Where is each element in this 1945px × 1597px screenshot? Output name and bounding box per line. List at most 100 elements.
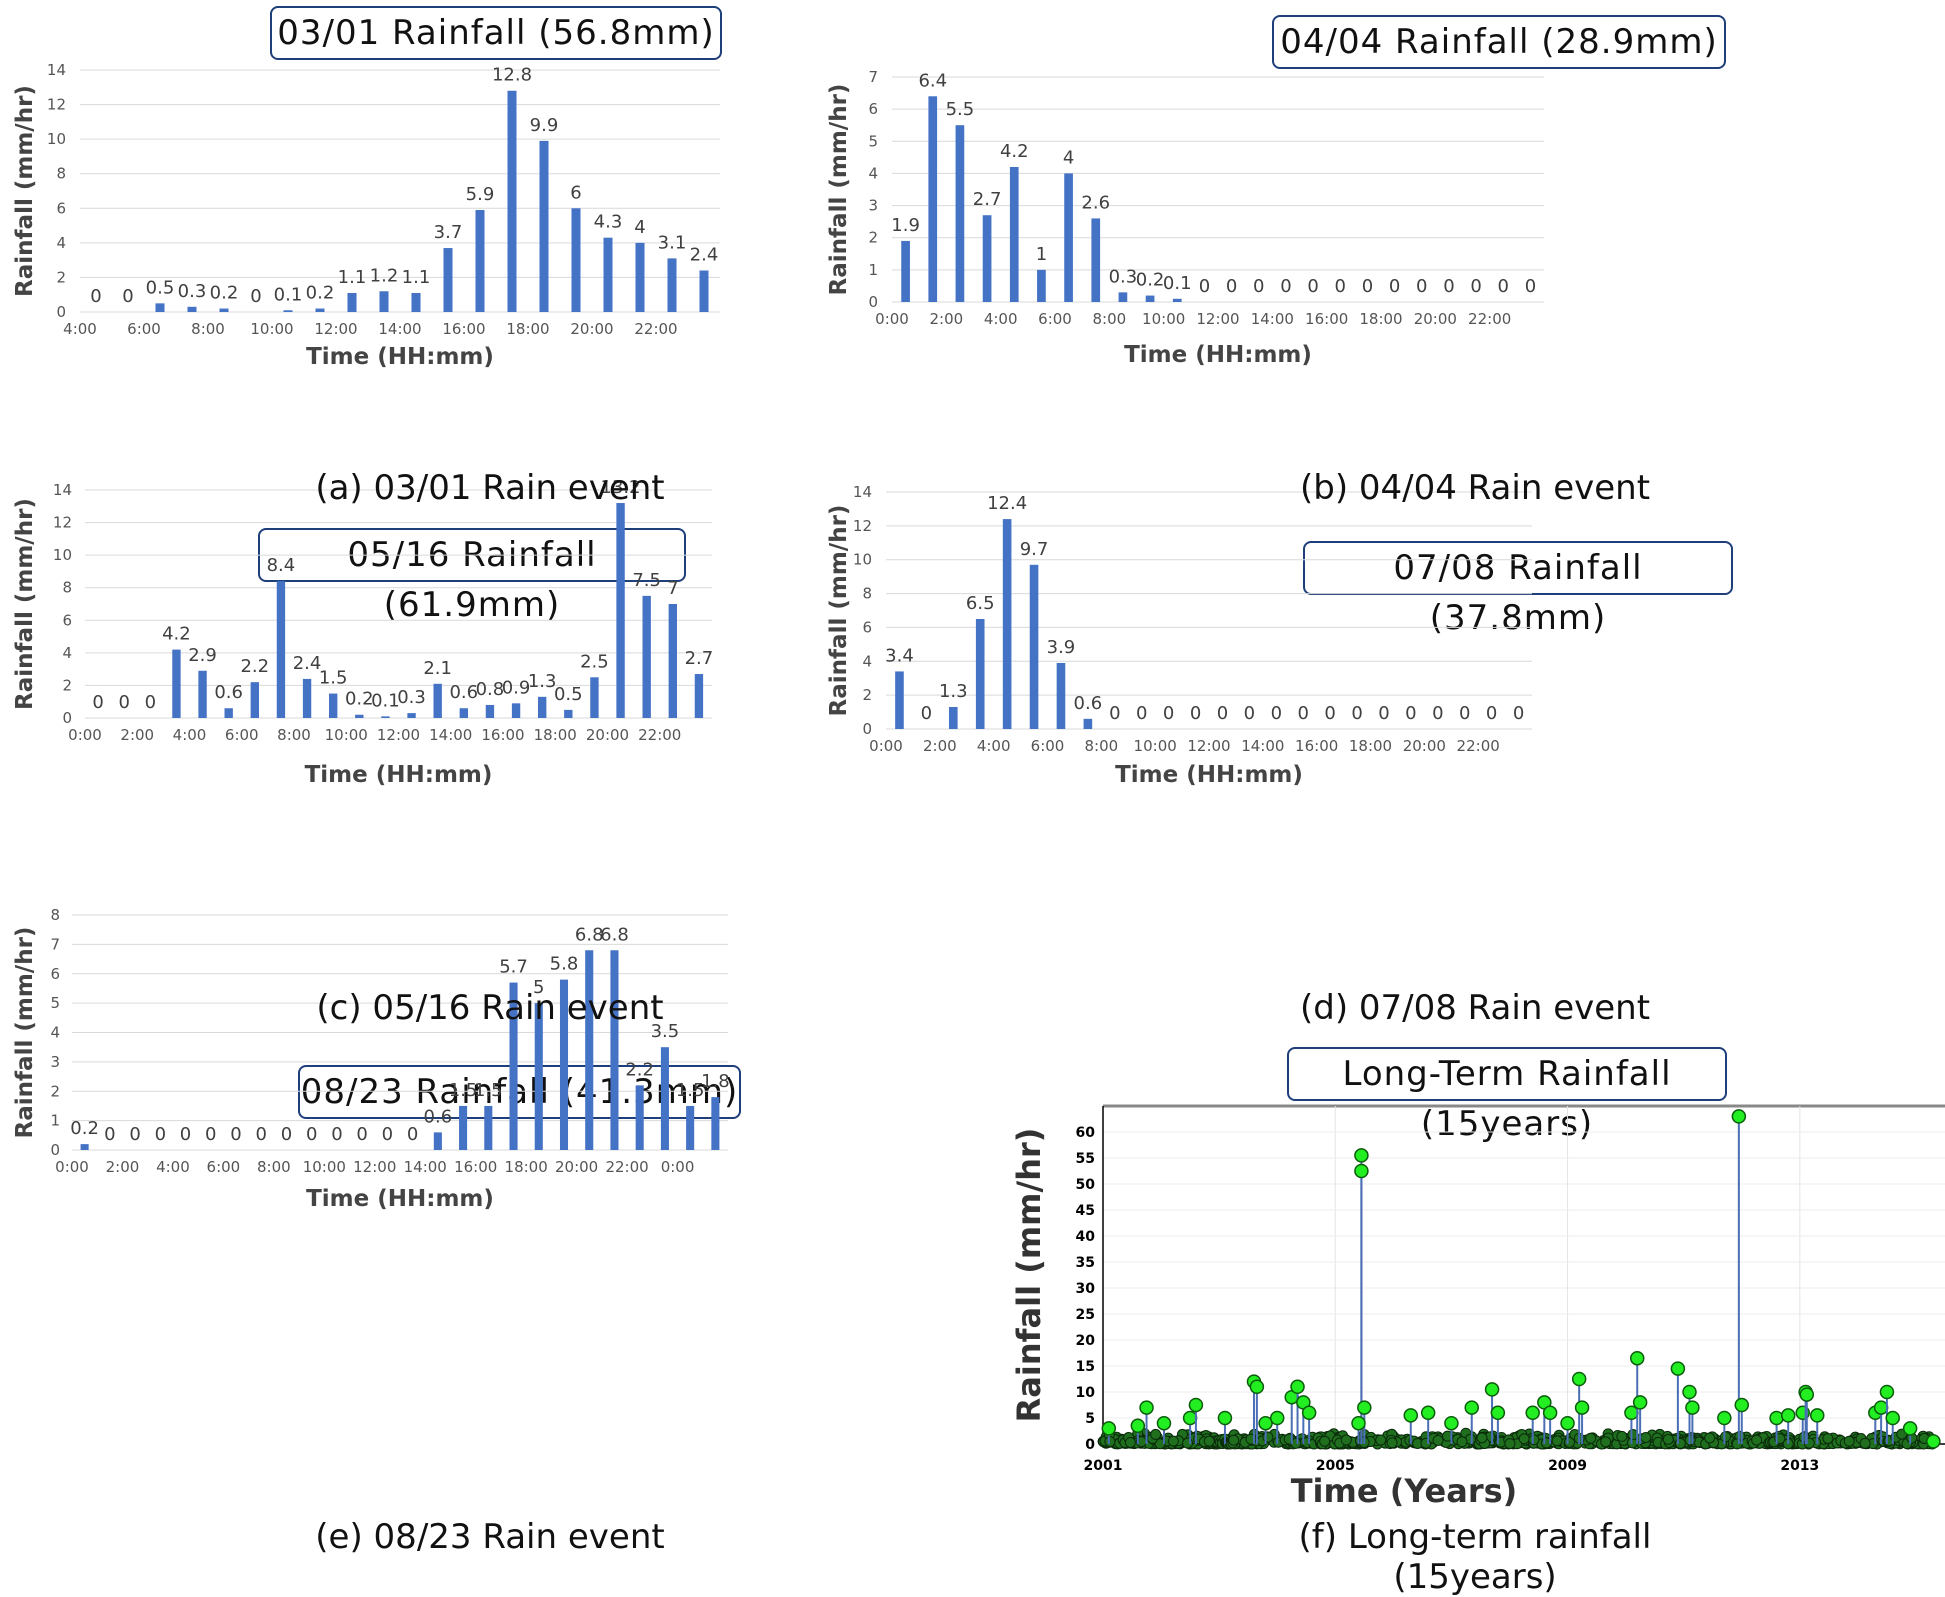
bar (80, 1144, 89, 1150)
bar (433, 683, 442, 718)
baseline-point (1386, 1437, 1398, 1449)
x-tick-label: 2001 (1084, 1458, 1123, 1474)
y-tick-label: 0 (868, 293, 878, 311)
data-point (1464, 1400, 1479, 1415)
data-point (1249, 1379, 1265, 1395)
y-axis-title: Rainfall (mm/hr) (1010, 1128, 1048, 1423)
data-label: 1.9 (891, 215, 920, 236)
data-label: 0 (1136, 703, 1147, 724)
data-label: 1.3 (528, 671, 557, 692)
x-tick-label: 12:00 (1196, 310, 1239, 328)
y-tick-label: 2 (56, 268, 66, 286)
data-label: 0 (1486, 703, 1497, 724)
data-label: 1.3 (939, 681, 968, 702)
data-label: 13.2 (601, 477, 641, 498)
data-label: 0 (407, 1124, 418, 1145)
bar (511, 703, 521, 718)
data-label: 2.4 (690, 245, 719, 266)
x-tick-label: 14:00 (378, 320, 421, 338)
data-point (1139, 1400, 1154, 1415)
x-tick-label: 0:00 (869, 737, 903, 755)
data-label: 0 (92, 692, 103, 713)
bar (616, 503, 625, 718)
bar (198, 670, 207, 718)
x-tick-label: 12:00 (1187, 737, 1230, 755)
bar (443, 248, 453, 312)
data-label: 0 (1405, 703, 1416, 724)
data-label: 1 (1036, 244, 1047, 265)
data-label: 0 (256, 1124, 267, 1145)
y-tick-label: 8 (62, 579, 72, 597)
x-tick-label: 0:00 (68, 726, 102, 744)
data-label: 0 (1109, 703, 1120, 724)
data-label: 0 (1498, 276, 1509, 297)
data-point (1301, 1405, 1317, 1421)
data-label: 1.1 (338, 267, 367, 288)
data-label: 5.7 (499, 957, 528, 978)
bar (585, 950, 594, 1150)
bar (539, 140, 549, 312)
data-label: 0 (122, 286, 133, 307)
bar (1172, 298, 1182, 302)
bar (433, 1132, 442, 1150)
data-point (1182, 1410, 1198, 1426)
x-axis-title: Time (Years) (1291, 1472, 1518, 1510)
y-tick-label: 0 (1085, 1437, 1095, 1453)
x-tick-label: 6:00 (225, 726, 259, 744)
x-tick-label: 16:00 (481, 726, 524, 744)
baseline-point (1442, 1430, 1454, 1442)
y-tick-label: 10 (47, 130, 66, 148)
bar (1056, 662, 1066, 729)
bar (667, 258, 677, 312)
y-tick-label: 12 (47, 96, 66, 114)
chart-b-title: 04/04 Rainfall (28.9mm) (1272, 15, 1726, 69)
data-label: 0.3 (1109, 266, 1138, 287)
bar (948, 706, 958, 729)
y-tick-label: 8 (50, 906, 60, 924)
bar (982, 215, 992, 302)
data-label: 0 (1199, 276, 1210, 297)
bar (901, 240, 910, 302)
y-axis-title: Rainfall (mm/hr) (12, 498, 38, 710)
bar (219, 308, 229, 312)
data-point (1354, 1163, 1369, 1179)
x-axis-title: Time (HH:mm) (1124, 342, 1312, 368)
data-label: 0.6 (214, 682, 243, 703)
x-tick-label: 2:00 (929, 310, 963, 328)
data-label: 0 (1271, 703, 1282, 724)
data-label: 5.9 (466, 184, 495, 205)
data-point (1780, 1408, 1796, 1423)
bar (459, 1105, 468, 1150)
x-tick-label: 20:00 (1414, 310, 1457, 328)
baseline-point (1585, 1432, 1597, 1444)
y-tick-label: 3 (50, 1053, 60, 1071)
bar (315, 308, 325, 312)
bar (475, 210, 485, 312)
data-label: 2.7 (973, 189, 1002, 210)
data-label: 0 (921, 703, 932, 724)
x-tick-label: 4:00 (173, 726, 207, 744)
data-label: 1.5 (474, 1080, 503, 1101)
data-label: 0 (155, 1124, 166, 1145)
x-tick-label: 6:00 (1038, 310, 1072, 328)
bar (155, 303, 165, 312)
data-point (1525, 1405, 1540, 1421)
data-label: 0 (205, 1124, 216, 1145)
bar (283, 310, 293, 312)
data-label: 2.1 (423, 658, 452, 679)
x-tick-label: 20:00 (1403, 737, 1446, 755)
y-tick-label: 14 (853, 483, 872, 501)
data-label: 5 (533, 977, 544, 998)
data-label: 0.5 (146, 277, 175, 298)
data-point (1902, 1421, 1918, 1436)
baseline-point (1150, 1428, 1162, 1440)
y-tick-label: 2 (50, 1082, 60, 1100)
data-label: 0 (1244, 703, 1255, 724)
data-label: 12.8 (492, 65, 532, 86)
y-tick-label: 6 (56, 199, 66, 217)
data-label: 7.5 (632, 570, 661, 591)
data-point (1354, 1148, 1369, 1163)
